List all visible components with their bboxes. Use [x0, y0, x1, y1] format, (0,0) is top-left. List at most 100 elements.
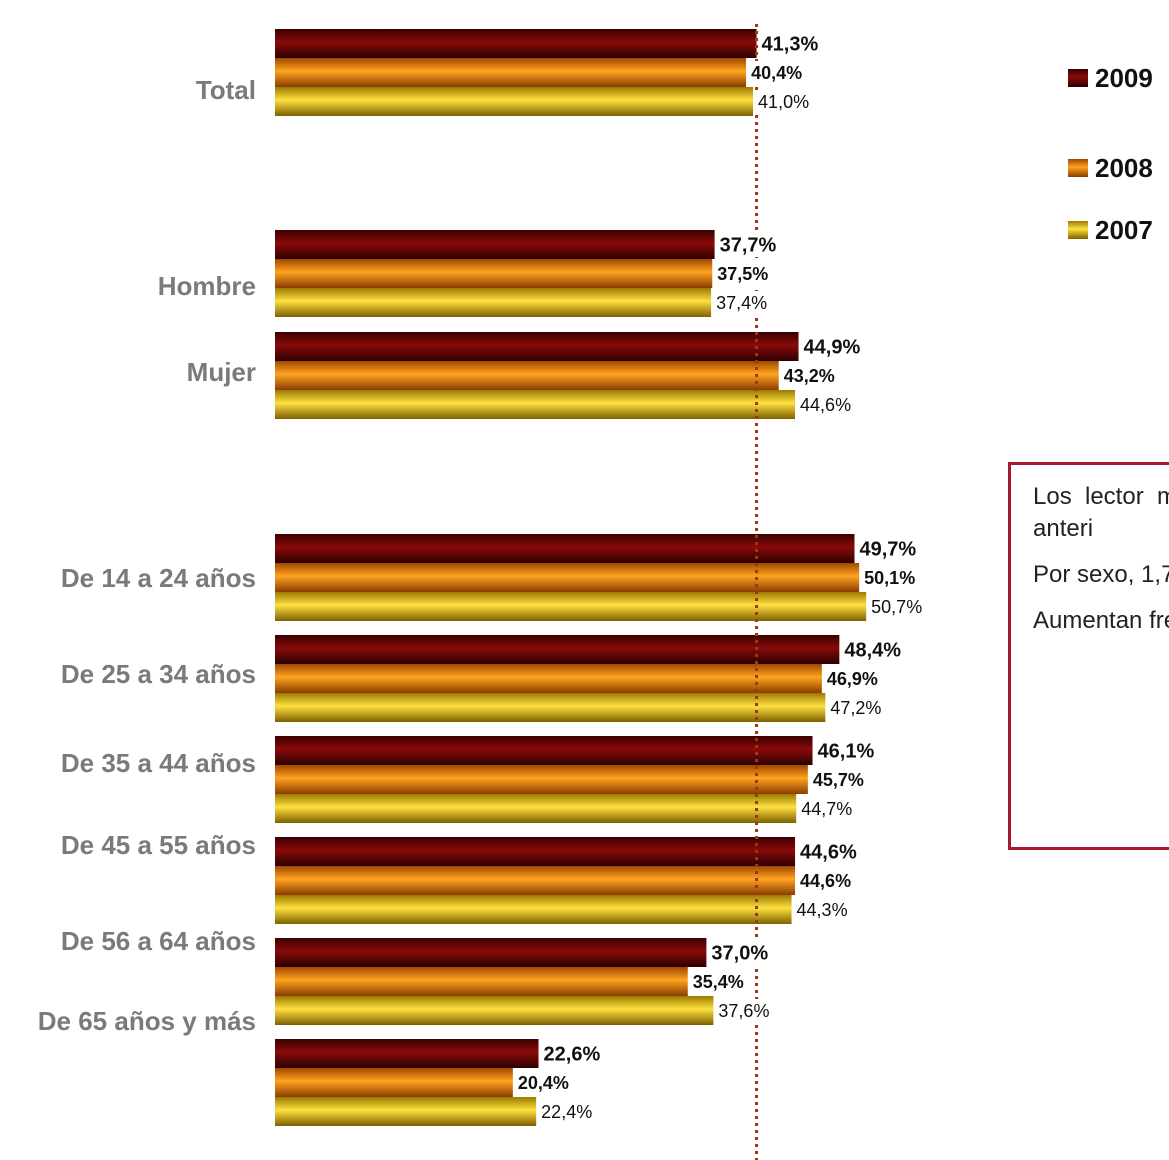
bar-2009 [275, 837, 796, 866]
value-label: 44,7% [801, 799, 852, 819]
value-label: 37,5% [717, 264, 768, 284]
category-labels: Total Hombre Mujer De 14 a 24 años De 25 a 3… [38, 75, 256, 1036]
value-label-bg [841, 638, 905, 662]
value-label-bg [798, 797, 856, 821]
value-label: 37,0% [711, 943, 768, 965]
value-label: 22,4% [541, 1102, 592, 1122]
value-label: 44,6% [800, 395, 851, 415]
bar-2009 [275, 534, 855, 563]
value-label-bg [689, 970, 747, 994]
value-label-bg [797, 840, 860, 864]
category-label: De 56 a 64 años [61, 926, 256, 956]
value-label-bg [540, 1042, 604, 1066]
category-label: De 14 a 24 años [61, 563, 256, 593]
legend-swatch-2009 [1068, 69, 1088, 87]
note-box: Los lector menos un son el 41, año anter… [1008, 462, 1169, 850]
bar-2007 [275, 895, 792, 924]
bar-2007 [275, 693, 826, 722]
value-label: 44,9% [804, 337, 861, 359]
category-label: De 25 a 34 años [61, 659, 256, 689]
value-label-bg [814, 739, 878, 763]
value-label-bg [861, 566, 919, 590]
value-label: 20,4% [518, 1073, 569, 1093]
value-label: 44,3% [797, 900, 848, 920]
bar-2009 [275, 230, 715, 259]
bar-2008 [275, 967, 688, 996]
bar-2009 [275, 736, 813, 765]
value-label-bg [758, 32, 822, 56]
category-label: Mujer [187, 357, 256, 387]
bar-2008 [275, 866, 796, 895]
value-label-bg [748, 61, 806, 85]
bar-2009 [275, 29, 757, 58]
value-label: 44,6% [800, 871, 851, 891]
value-label-bg [714, 262, 772, 286]
bar-2008 [275, 259, 713, 288]
bar-2007 [275, 288, 712, 317]
bar-2008 [275, 563, 860, 592]
value-label: 41,0% [758, 92, 809, 112]
value-label-bg [800, 335, 864, 359]
category-label: Hombre [158, 271, 256, 301]
value-label-bg [514, 1071, 572, 1095]
bar-2008 [275, 1068, 513, 1097]
value-label-bg [793, 898, 851, 922]
value-label-bg [827, 696, 885, 720]
value-label-bg [713, 291, 771, 315]
value-label: 35,4% [693, 972, 744, 992]
value-label: 37,4% [716, 293, 767, 313]
note-paragraph: Aumentan frecuentes 25 a 44 añ [1033, 607, 1169, 634]
value-label: 43,2% [784, 366, 835, 386]
note-paragraph: Los lector menos un son el 41, año anter… [1033, 483, 1169, 542]
value-label-bg [780, 364, 838, 388]
legend-swatch-2007 [1068, 221, 1088, 239]
bar-2007 [275, 1097, 537, 1126]
bar-2008 [275, 58, 747, 87]
value-label: 47,2% [830, 698, 881, 718]
value-label: 50,7% [871, 597, 922, 617]
note-paragraph: Por sexo, 1,7 puntos no varían. [1033, 561, 1169, 588]
legend-label: 2008 [1095, 153, 1153, 183]
category-label: De 35 a 44 años [61, 748, 256, 778]
bar-2009 [275, 332, 799, 361]
category-label: De 45 a 55 años [61, 830, 256, 860]
value-labels: 41,3% 40,4% 41,0% 37,7% 37,5% 37,4% 44,9% 43,2%… [514, 32, 926, 1124]
value-label: 41,3% [762, 34, 819, 56]
bars [275, 29, 867, 1126]
bar-2008 [275, 664, 822, 693]
bar-2009 [275, 635, 840, 664]
value-label-bg [797, 869, 855, 893]
bar-2009 [275, 938, 707, 967]
bar-2007 [275, 592, 867, 621]
value-label: 48,4% [844, 640, 901, 662]
legend-label: 2007 [1095, 215, 1153, 245]
value-label: 46,1% [818, 741, 875, 763]
value-label: 37,7% [720, 235, 777, 257]
bar-2008 [275, 361, 779, 390]
category-label: Total [196, 75, 256, 105]
value-label-bg [823, 667, 881, 691]
value-label-bg [715, 999, 773, 1023]
value-label-bg [755, 90, 813, 114]
legend-swatch-2008 [1068, 159, 1088, 177]
category-label: De 65 años y más [38, 1006, 256, 1036]
value-label-bg [809, 768, 867, 792]
value-label: 49,7% [860, 539, 917, 561]
value-label: 22,6% [544, 1044, 601, 1066]
value-label: 37,6% [718, 1001, 769, 1021]
bar-2007 [275, 87, 754, 116]
value-label: 44,6% [800, 842, 857, 864]
value-label-bg [538, 1100, 596, 1124]
legend-label: 2009 [1095, 63, 1153, 93]
value-label-bg [797, 393, 855, 417]
bar-2008 [275, 765, 808, 794]
value-label-bg [716, 233, 780, 257]
bar-2007 [275, 996, 714, 1025]
value-label: 50,1% [864, 568, 915, 588]
bar-2009 [275, 1039, 539, 1068]
value-label: 40,4% [751, 63, 802, 83]
value-label: 46,9% [827, 669, 878, 689]
value-label-bg [856, 537, 920, 561]
bar-2007 [275, 390, 796, 419]
